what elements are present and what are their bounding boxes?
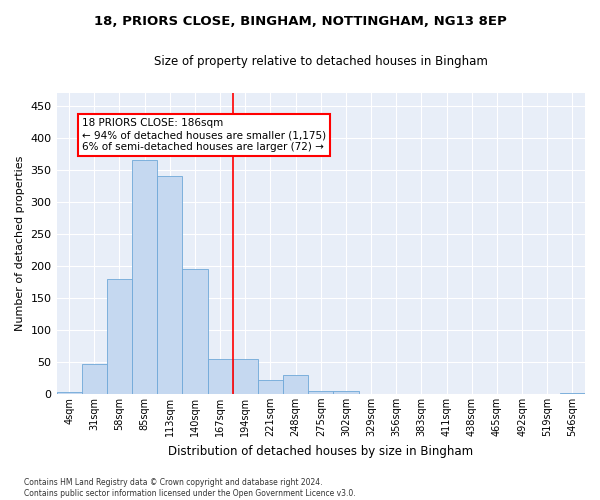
Bar bbox=[208, 358, 233, 394]
Text: 18, PRIORS CLOSE, BINGHAM, NOTTINGHAM, NG13 8EP: 18, PRIORS CLOSE, BINGHAM, NOTTINGHAM, N… bbox=[94, 15, 506, 28]
Bar bbox=[334, 390, 359, 394]
X-axis label: Distribution of detached houses by size in Bingham: Distribution of detached houses by size … bbox=[168, 444, 473, 458]
Text: 18 PRIORS CLOSE: 186sqm
← 94% of detached houses are smaller (1,175)
6% of semi-: 18 PRIORS CLOSE: 186sqm ← 94% of detache… bbox=[82, 118, 326, 152]
Bar bbox=[283, 374, 308, 394]
Y-axis label: Number of detached properties: Number of detached properties bbox=[15, 156, 25, 331]
Bar bbox=[107, 278, 132, 394]
Title: Size of property relative to detached houses in Bingham: Size of property relative to detached ho… bbox=[154, 55, 488, 68]
Bar bbox=[233, 358, 258, 394]
Bar bbox=[560, 392, 585, 394]
Bar bbox=[157, 176, 182, 394]
Bar bbox=[82, 364, 107, 394]
Bar bbox=[258, 380, 283, 394]
Bar bbox=[132, 160, 157, 394]
Bar bbox=[56, 392, 82, 394]
Bar bbox=[182, 269, 208, 394]
Bar bbox=[308, 390, 334, 394]
Text: Contains HM Land Registry data © Crown copyright and database right 2024.
Contai: Contains HM Land Registry data © Crown c… bbox=[24, 478, 356, 498]
